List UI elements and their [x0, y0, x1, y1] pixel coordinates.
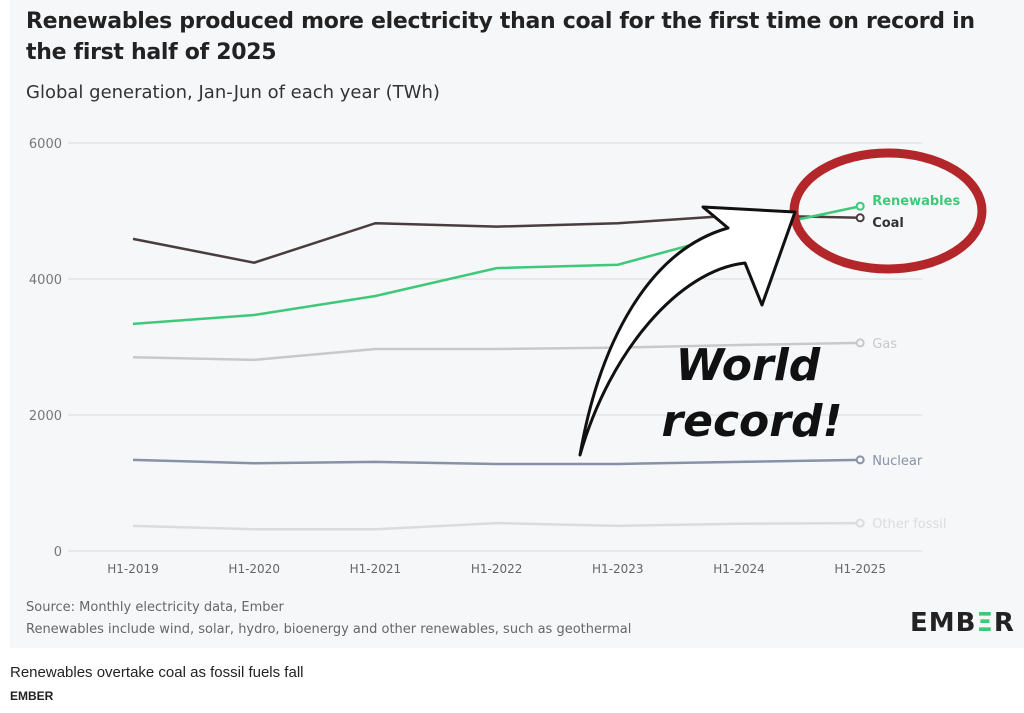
end-point-marker [855, 455, 865, 465]
x-tick-label: H1-2023 [592, 562, 644, 576]
y-tick-label: 0 [54, 545, 62, 560]
x-tick-label: H1-2020 [228, 562, 280, 576]
series-label: Renewables [872, 194, 960, 209]
chart-subtitle: Global generation, Jan-Jun of each year … [26, 82, 440, 103]
annotation-line-1: World [676, 340, 821, 391]
chart-title: Renewables produced more electricity tha… [26, 9, 975, 65]
renewables-note: Renewables include wind, solar, hydro, b… [26, 622, 632, 637]
x-tick-label: H1-2021 [350, 562, 402, 576]
series-label: Nuclear [872, 454, 923, 469]
x-tick-label: H1-2019 [107, 562, 159, 576]
series-label: Other fossil [872, 517, 946, 532]
y-tick-label: 6000 [29, 137, 62, 152]
x-tick-label: H1-2025 [834, 562, 886, 576]
ember-logo: EMBΞR [910, 608, 1015, 638]
image-caption: Renewables overtake coal as fossil fuels… [10, 664, 304, 681]
series-line-nuclear [132, 458, 861, 466]
end-point-marker [855, 201, 865, 211]
end-point-marker [855, 518, 865, 528]
image-credit: EMBER [10, 689, 54, 703]
annotation-line-2: record! [661, 396, 842, 447]
end-point-marker [855, 338, 865, 348]
logo-accent: Ξ [976, 608, 994, 638]
series-line-gas [132, 341, 861, 362]
y-tick-label: 2000 [29, 409, 62, 424]
logo-end: R [993, 608, 1015, 638]
arrow-icon [578, 205, 797, 457]
y-tick-label: 4000 [29, 273, 62, 288]
source-note: Source: Monthly electricity data, Ember [26, 600, 284, 615]
series-label: Coal [872, 216, 904, 231]
chart-panel [10, 0, 1024, 648]
series-line-other-fossil [132, 521, 861, 531]
x-tick-label: H1-2022 [471, 562, 523, 576]
logo-main: EMB [910, 608, 977, 638]
series-label: Gas [872, 337, 897, 352]
end-point-marker [855, 213, 865, 223]
highlight-circle [789, 148, 987, 274]
x-tick-label: H1-2024 [713, 562, 765, 576]
